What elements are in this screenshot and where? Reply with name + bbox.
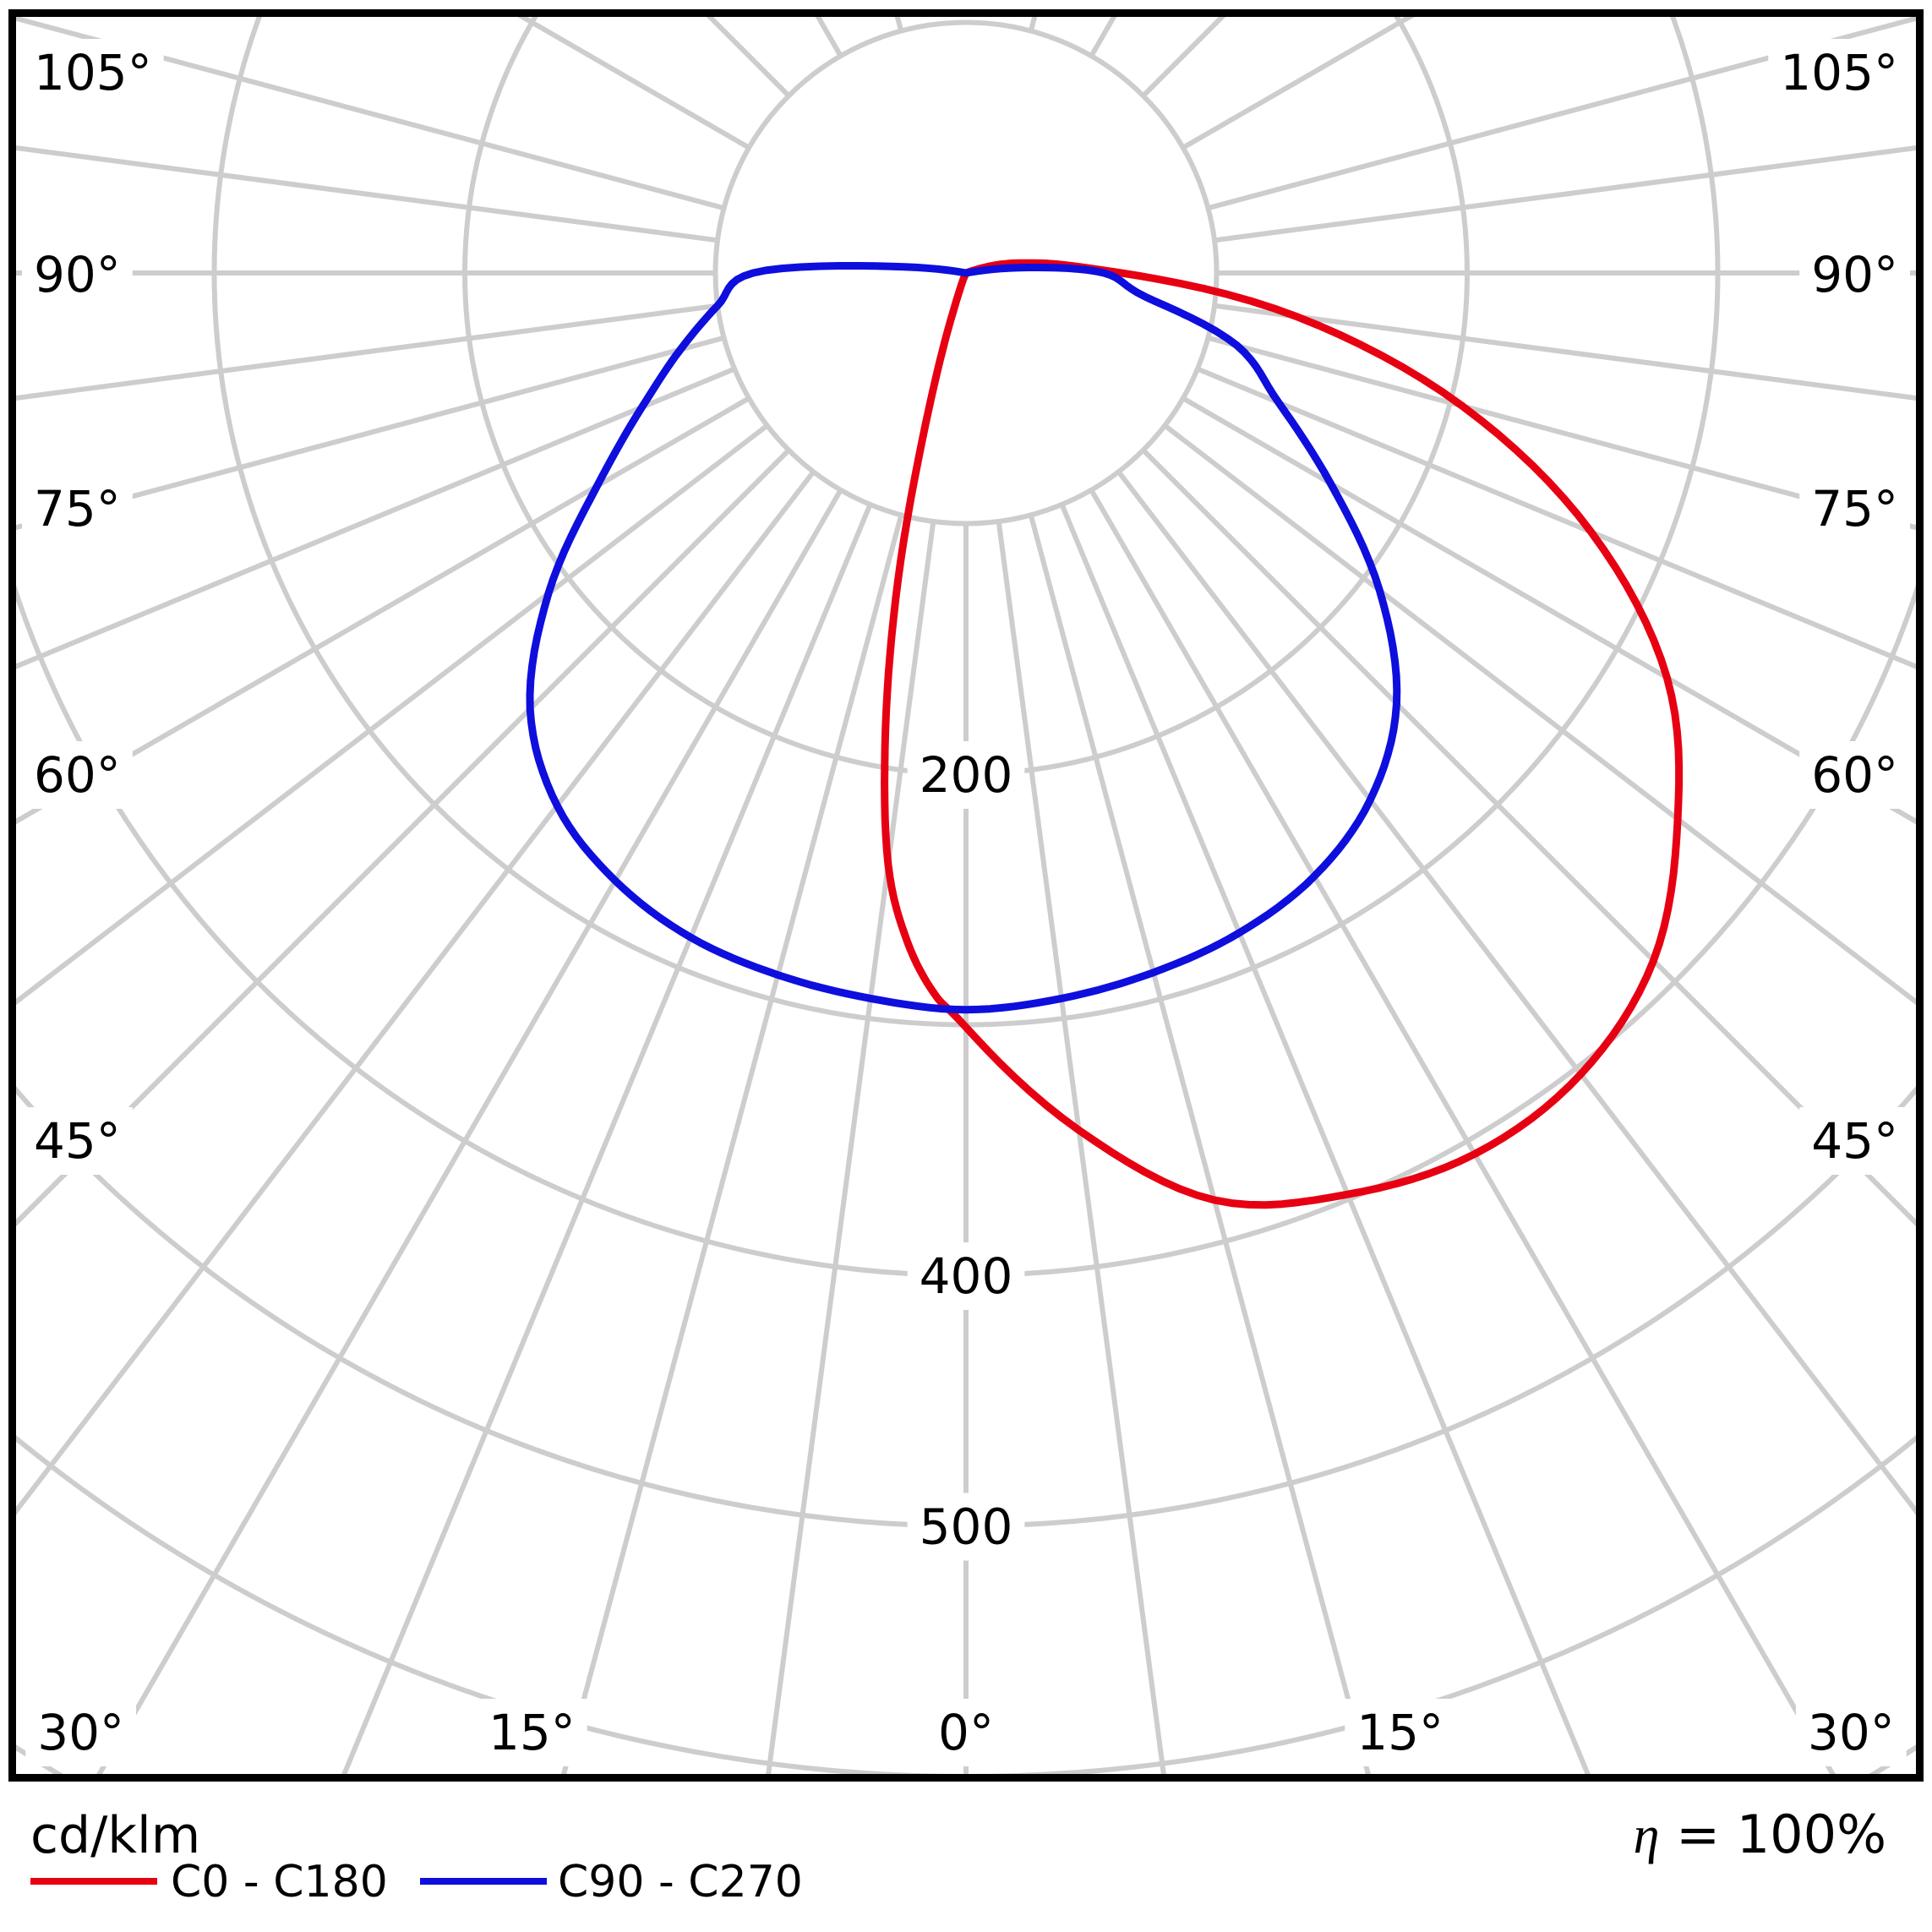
angle-label-bottom-0: 0° (938, 1704, 994, 1761)
grid-ray (16, 335, 725, 531)
eta-symbol: η (1634, 1807, 1660, 1864)
angle-label-left-75-bg (22, 475, 133, 543)
intensity-curves (526, 259, 1684, 1209)
angle-label-bottom-left-30: 30° (37, 1704, 124, 1761)
efficiency-label: η = 100% (1634, 1804, 1886, 1865)
radial-label-200: 200 (920, 746, 1013, 804)
footer: cd/klm η = 100% C0 - C180 C90 - C270 (30, 1804, 1886, 1907)
angle-label-bottom-0-bg (926, 1699, 1006, 1766)
legend-item-c90-c270: C90 - C270 (420, 1857, 803, 1907)
grid-ray (1214, 303, 1917, 401)
angle-label-right-60: 60° (1811, 746, 1898, 804)
grid-ray (96, 488, 843, 1775)
grid-ray (1207, 17, 1917, 211)
legend-item-c0-c180: C0 - C180 (30, 1857, 388, 1907)
angle-label-bottom-left-15: 15° (488, 1704, 576, 1761)
grid-ray (16, 17, 725, 211)
angle-label-bottom-right-15-bg (1345, 1699, 1456, 1766)
grid-ray (996, 521, 1166, 1775)
angle-label-right-45: 45° (1811, 1112, 1898, 1170)
grid-ray (1116, 470, 1917, 1517)
grid-ray (1182, 396, 1917, 825)
grid-ray (16, 470, 816, 1515)
radial-label-500-bg (907, 1493, 1025, 1561)
angle-label-bottom-right-30: 30° (1808, 1704, 1895, 1761)
grid-ray (1089, 488, 1836, 1775)
unit-label: cd/klm (30, 1806, 200, 1865)
grid-ray (1214, 145, 1917, 243)
radial-label-400: 400 (920, 1247, 1013, 1305)
grid-ray (16, 145, 718, 243)
angle-label-left-45-bg (22, 1107, 133, 1175)
grid-ray (16, 303, 718, 401)
legend-label-c90-c270: C90 - C270 (558, 1857, 803, 1907)
legend-label-c0-c180: C0 - C180 (171, 1857, 388, 1907)
angle-label-left-105: 105° (34, 44, 152, 101)
grid-ray (1207, 335, 1917, 531)
grid-ray (1028, 514, 1372, 1775)
grid-ray (16, 366, 736, 669)
plot-border (8, 9, 1924, 1782)
angle-label-bottom-left-30-bg (25, 1699, 137, 1766)
angle-label-right-90: 90° (1811, 246, 1898, 303)
angle-label-right-75-bg (1799, 475, 1910, 543)
angle-label-left-45: 45° (34, 1112, 121, 1170)
axis-labels: 105° 105° 90° 90° 75° 75° 60° 60° 45° 45° 30° 30° 15… (22, 39, 1910, 1766)
grid-ray (560, 514, 904, 1775)
radial-label-500: 500 (920, 1498, 1013, 1556)
eta-value: = 100% (1659, 1804, 1886, 1865)
angle-label-right-45-bg (1799, 1107, 1910, 1175)
angle-label-left-90-bg (22, 241, 133, 308)
angle-label-right-75: 75° (1811, 480, 1898, 538)
angle-label-left-60: 60° (34, 746, 121, 804)
grid-ray (16, 396, 750, 825)
angle-label-left-105-bg (22, 39, 164, 106)
grid-ray (341, 503, 873, 1775)
angle-label-bottom-right-30-bg (1795, 1699, 1907, 1766)
grid-ray (1059, 503, 1591, 1775)
angle-label-left-60-bg (22, 741, 133, 809)
radial-label-400-bg (907, 1242, 1025, 1310)
curve-c90-c270 (526, 262, 1401, 1014)
legend: C0 - C180 C90 - C270 (30, 1857, 803, 1907)
grid-ray (16, 423, 769, 1006)
angle-label-bottom-right-15: 15° (1356, 1704, 1444, 1761)
angle-label-right-105: 105° (1780, 44, 1898, 101)
grid-ray (1163, 423, 1917, 1007)
angle-label-right-60-bg (1799, 741, 1910, 809)
curve-c0-c180 (881, 259, 1684, 1209)
angle-label-right-90-bg (1799, 241, 1910, 308)
angle-label-left-90: 90° (34, 246, 121, 303)
radial-label-200-bg (907, 741, 1025, 809)
grid-ray (1196, 366, 1917, 670)
angle-label-right-105-bg (1768, 39, 1910, 106)
angle-label-left-75: 75° (34, 480, 121, 538)
angle-label-bottom-left-15-bg (476, 1699, 587, 1766)
